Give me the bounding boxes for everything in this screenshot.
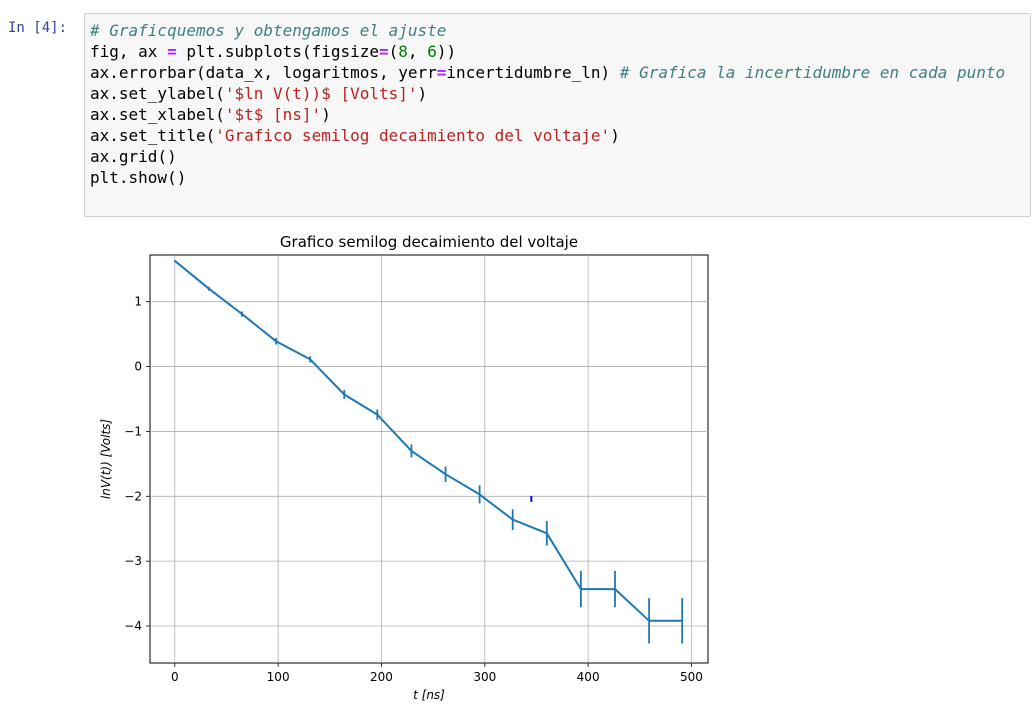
code-token: ax.set_xlabel( <box>90 105 225 124</box>
code-token: )) <box>436 42 457 61</box>
code-token: ) <box>610 126 620 145</box>
code-token: ax.grid() <box>90 147 177 166</box>
code-token: # Graficquemos y obtengamos el ajuste <box>90 21 447 40</box>
code-line: plt.show() <box>90 168 186 187</box>
code-editor[interactable]: # Graficquemos y obtengamos el ajuste fi… <box>90 20 1005 188</box>
code-token: ax.set_title( <box>90 126 216 145</box>
code-token: = <box>167 42 177 61</box>
code-token: # Grafica la incertidumbre en cada punto <box>619 63 1006 82</box>
x-axis-label: t [ns] <box>413 688 445 702</box>
code-token: ) <box>321 105 331 124</box>
chart-title: Grafico semilog decaimiento del voltaje <box>280 233 578 251</box>
code-line: ax.set_ylabel('$ln V(t))$ [Volts]') <box>90 84 427 103</box>
code-token: = <box>379 42 389 61</box>
code-token: fig, ax <box>90 42 168 61</box>
code-token: ax.set_ylabel( <box>90 84 225 103</box>
code-token: ax.errorbar(data_x, logaritmos, yerr <box>90 63 437 82</box>
code-token: plt.subplots(figsize <box>176 42 379 61</box>
y-tick-label: −4 <box>124 619 142 633</box>
output-area: 0 100 200 300 400 500 1 0 −1 −2 −3 −4 Grafico semil… <box>84 222 784 722</box>
code-line: ax.set_title('Grafico semilog decaimient… <box>90 126 620 145</box>
code-token: = <box>436 63 447 82</box>
code-line: ax.set_xlabel('$t$ [ns]') <box>90 105 331 124</box>
code-line: ax.grid() <box>90 147 177 166</box>
code-token: 6 <box>427 42 437 61</box>
code-token: 'Grafico semilog decaimiento del voltaje… <box>215 126 611 145</box>
code-line: fig, ax = plt.subplots(figsize=(8, 6)) <box>90 42 456 61</box>
y-tick-label: 0 <box>134 360 142 374</box>
x-tick-label: 200 <box>370 670 393 684</box>
errorbar-chart: 0 100 200 300 400 500 1 0 −1 −2 −3 −4 Grafico semil… <box>99 233 709 702</box>
code-line: ax.errorbar(data_x, logaritmos, yerr=inc… <box>90 63 1005 82</box>
plot-frame <box>149 254 709 664</box>
code-token: '$t$ [ns]' <box>224 105 322 124</box>
x-tick-label: 400 <box>577 670 600 684</box>
x-tick-label: 500 <box>680 670 703 684</box>
y-axis-label: lnV(t)) [Volts] <box>99 419 113 500</box>
code-token: 8 <box>398 42 408 61</box>
series-line <box>174 260 683 622</box>
code-token: plt.show() <box>90 168 187 187</box>
y-tick-label: 1 <box>134 295 142 309</box>
x-tick-label: 0 <box>171 670 179 684</box>
code-token: , <box>407 42 428 61</box>
code-token: ) <box>417 84 428 103</box>
code-input-area[interactable] <box>84 13 1031 217</box>
y-tick-label: −1 <box>124 424 142 438</box>
x-tick-label: 300 <box>473 670 496 684</box>
code-line: # Graficquemos y obtengamos el ajuste <box>90 21 446 40</box>
code-token: incertidumbre_ln) <box>446 63 620 82</box>
y-tick-label: −3 <box>124 554 142 568</box>
y-tick-label: −2 <box>124 489 142 503</box>
grid-lines <box>150 255 708 663</box>
axis-ticks: 0 100 200 300 400 500 1 0 −1 −2 −3 −4 <box>124 295 703 684</box>
x-tick-label: 100 <box>267 670 290 684</box>
data-marks <box>173 260 684 644</box>
code-token: ( <box>388 42 399 61</box>
code-token: '$ln V(t))$ [Volts]' <box>224 84 418 103</box>
input-prompt: In [4]: <box>8 20 68 36</box>
